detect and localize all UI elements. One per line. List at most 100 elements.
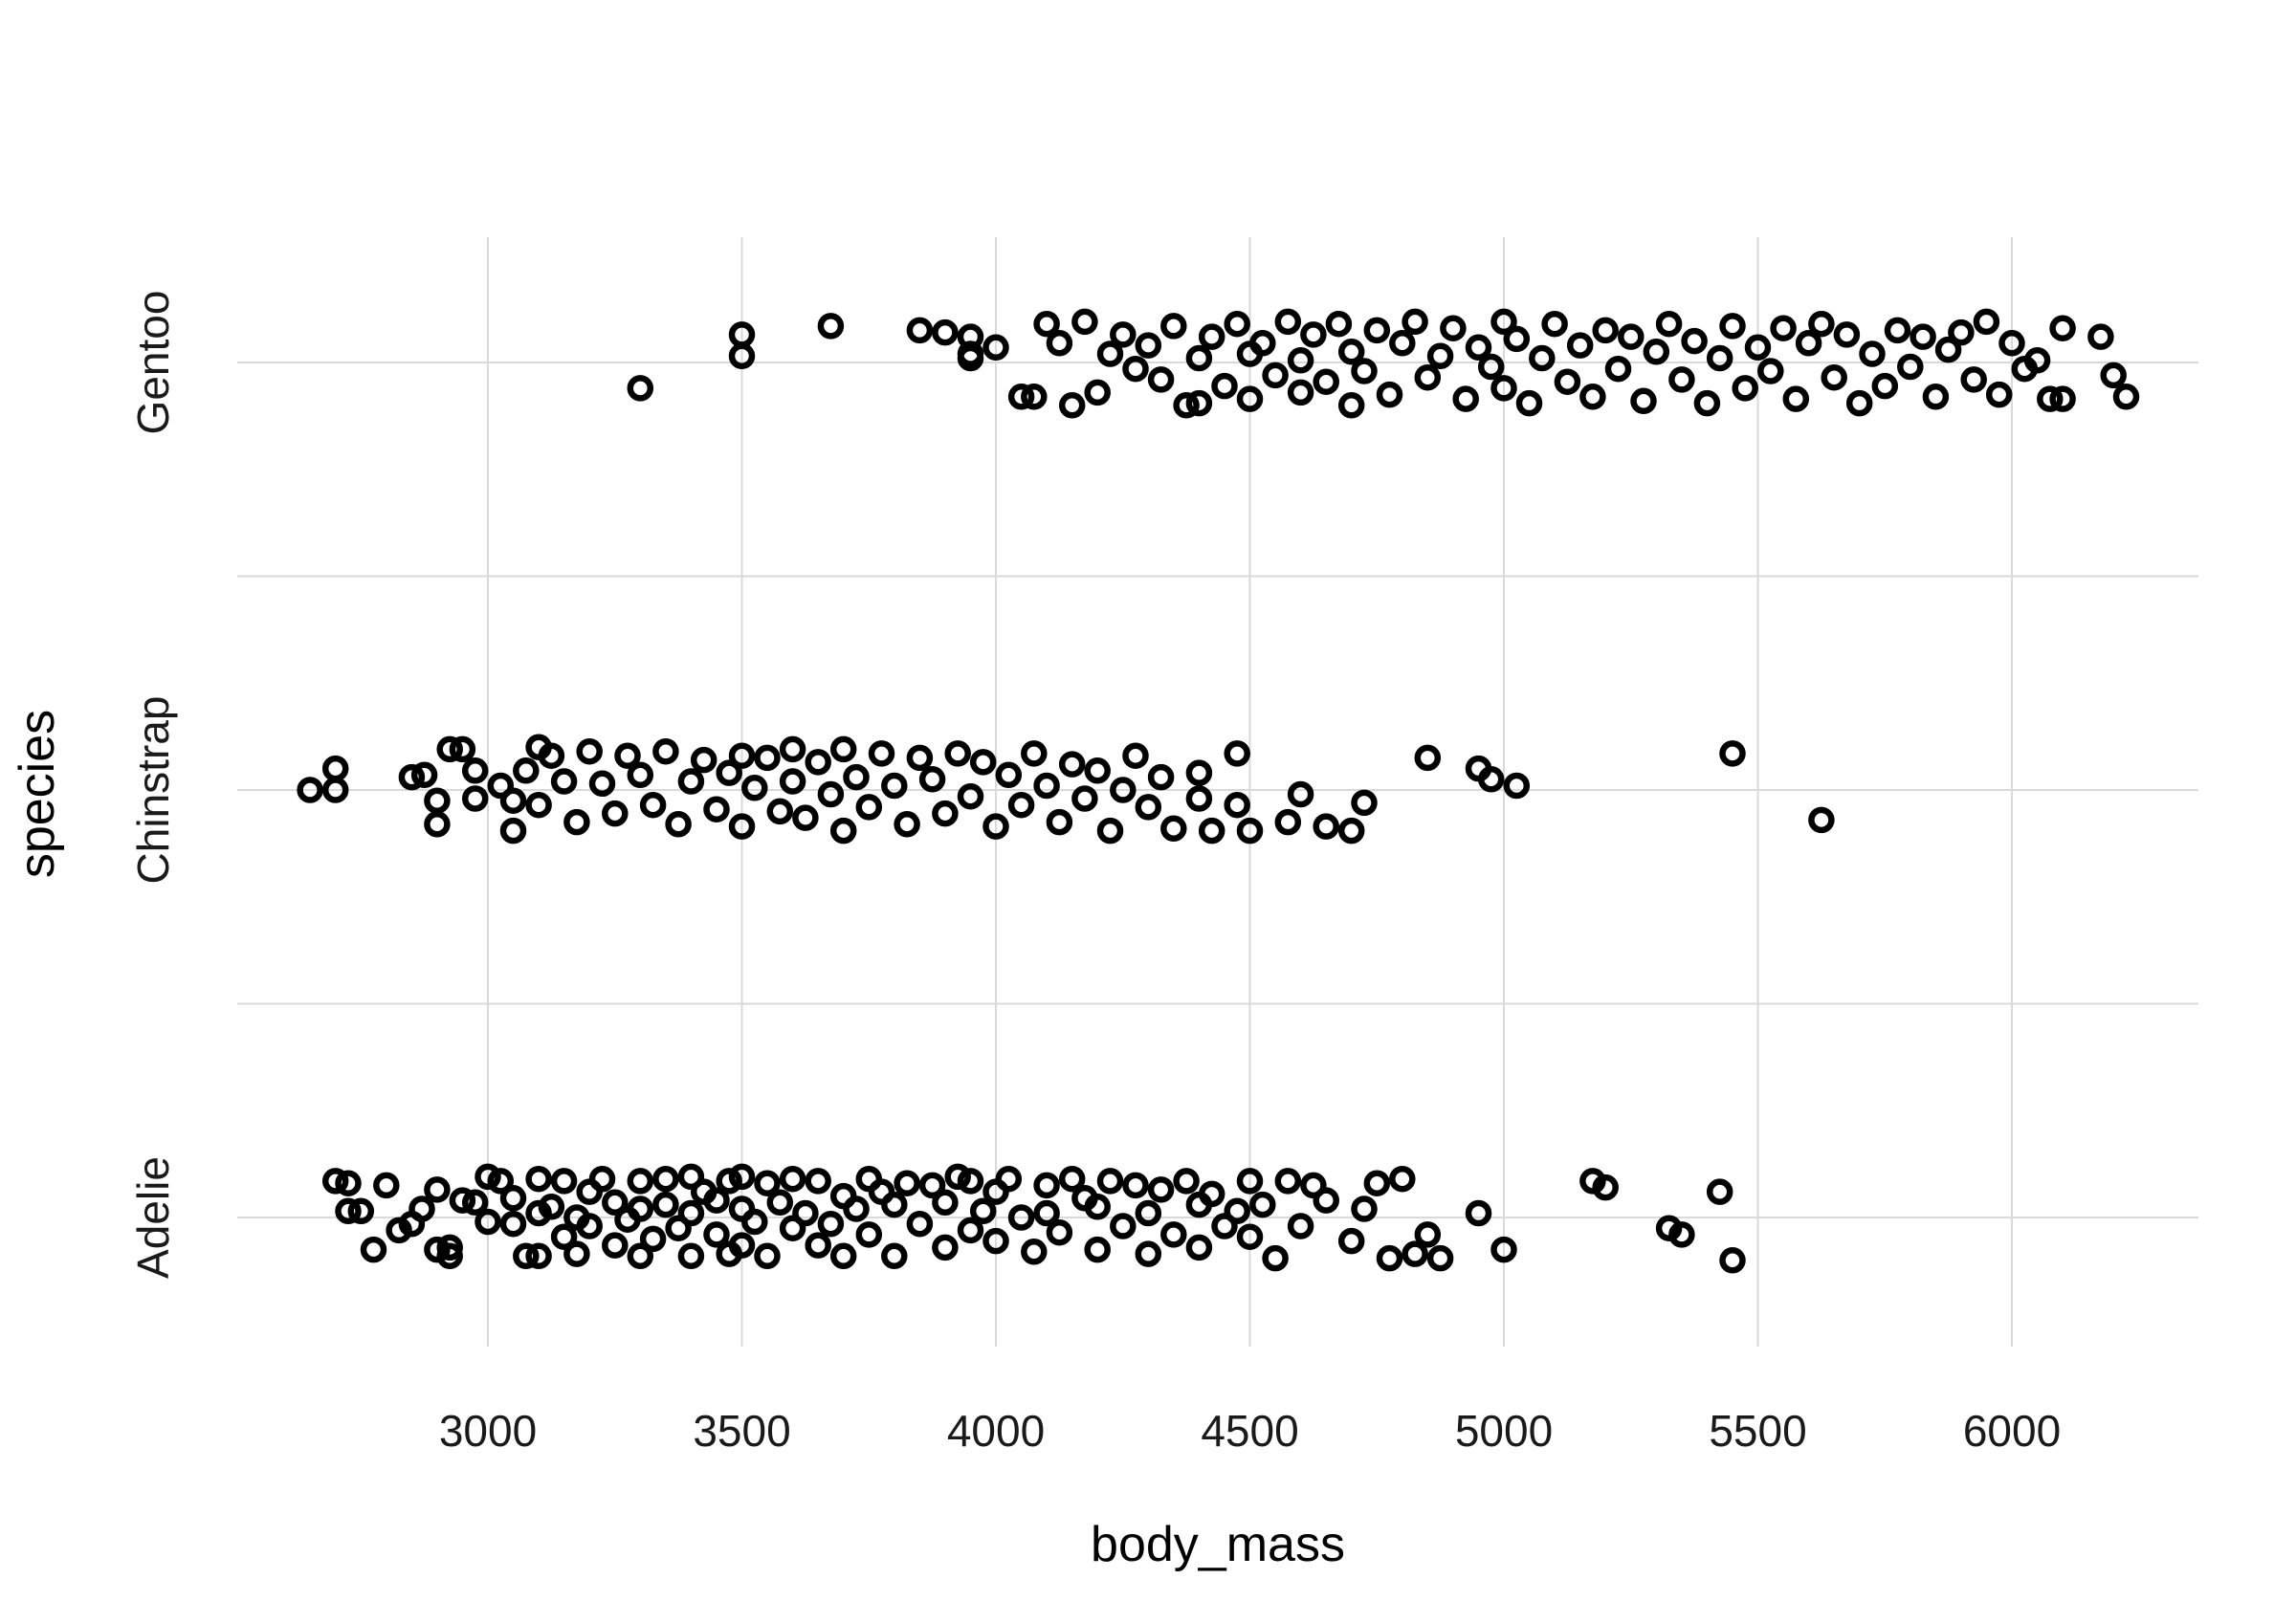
x-tick-label: 6000	[1963, 1406, 2061, 1456]
data-point-adelie	[728, 1163, 756, 1191]
data-point-adelie	[487, 1168, 515, 1195]
data-point-chinstrap	[779, 735, 806, 763]
data-point-chinstrap	[588, 770, 616, 798]
data-point-adelie	[499, 1210, 527, 1238]
data-point-chinstrap	[829, 817, 857, 844]
data-point-chinstrap	[499, 817, 527, 844]
data-point-gentoo	[1249, 330, 1276, 357]
data-point-adelie	[1706, 1178, 1733, 1205]
data-point-gentoo	[2112, 384, 2140, 410]
data-point-gentoo	[1554, 368, 1581, 395]
data-point-chinstrap	[728, 742, 756, 769]
data-point-adelie	[881, 1191, 908, 1218]
data-point-gentoo	[982, 334, 1009, 362]
data-point-gentoo	[1160, 313, 1187, 340]
data-point-chinstrap	[449, 735, 476, 763]
y-tick-label: Chinstrap	[128, 696, 178, 885]
data-point-chinstrap	[321, 777, 349, 803]
data-point-adelie	[525, 1165, 552, 1193]
data-point-gentoo	[1618, 323, 1645, 350]
data-point-adelie	[513, 1242, 540, 1270]
data-point-gentoo	[1477, 353, 1505, 381]
data-point-gentoo	[1973, 308, 2000, 336]
data-point-gentoo	[1224, 310, 1250, 338]
data-point-chinstrap	[1351, 789, 1378, 817]
data-point-chinstrap	[1236, 817, 1264, 844]
data-point-chinstrap	[602, 800, 629, 827]
data-point-chinstrap	[1719, 740, 1746, 767]
data-point-gentoo	[1515, 389, 1543, 417]
data-point-chinstrap	[690, 746, 718, 774]
data-point-chinstrap	[1007, 791, 1035, 819]
data-point-chinstrap	[614, 742, 641, 769]
data-point-gentoo	[2087, 323, 2114, 350]
data-point-gentoo	[1693, 389, 1721, 417]
data-point-gentoo	[1668, 366, 1695, 393]
data-point-gentoo	[1871, 372, 1899, 400]
y-tick-label: Adelie	[128, 1156, 178, 1279]
data-point-adelie	[1262, 1244, 1289, 1272]
data-point-adelie	[957, 1217, 984, 1244]
data-point-adelie	[652, 1165, 679, 1193]
data-point-gentoo	[1566, 332, 1594, 359]
data-point-adelie	[1033, 1172, 1060, 1199]
data-point-adelie	[1351, 1195, 1378, 1222]
data-point-adelie	[461, 1189, 489, 1217]
data-point-chinstrap	[843, 763, 870, 791]
data-point-adelie	[918, 1172, 946, 1199]
data-point-adelie	[563, 1240, 590, 1267]
data-point-chinstrap	[639, 791, 667, 819]
data-point-adelie	[906, 1210, 934, 1238]
data-point-chinstrap	[716, 759, 742, 786]
data-point-gentoo	[1325, 310, 1353, 338]
data-point-gentoo	[1287, 347, 1314, 374]
data-point-gentoo	[1337, 339, 1365, 365]
data-point-adelie	[436, 1242, 463, 1270]
data-point-gentoo	[957, 344, 984, 372]
x-axis-title: body_mass	[1091, 1517, 1345, 1572]
data-point-gentoo	[1643, 339, 1670, 365]
data-point-gentoo	[1147, 366, 1175, 393]
data-point-adelie	[1490, 1236, 1517, 1263]
data-point-adelie	[1236, 1168, 1264, 1195]
data-point-gentoo	[2023, 347, 2051, 374]
data-point-chinstrap	[424, 811, 451, 838]
data-point-chinstrap	[1147, 763, 1175, 791]
data-point-gentoo	[1490, 308, 1517, 336]
data-point-gentoo	[1821, 363, 1847, 391]
data-point-adelie	[550, 1223, 578, 1250]
data-point-gentoo	[1389, 330, 1416, 357]
data-point-gentoo	[1198, 323, 1225, 350]
data-point-chinstrap	[703, 796, 730, 822]
data-point-chinstrap	[538, 742, 565, 769]
data-point-adelie	[881, 1242, 908, 1270]
data-point-chinstrap	[1033, 772, 1060, 800]
data-point-gentoo	[1185, 344, 1213, 372]
data-point-gentoo	[1337, 392, 1365, 419]
data-point-adelie	[932, 1234, 959, 1261]
data-point-gentoo	[1402, 308, 1428, 336]
data-point-gentoo	[1795, 330, 1822, 357]
data-point-gentoo	[1236, 385, 1264, 412]
data-point-chinstrap	[461, 785, 489, 812]
data-point-adelie	[716, 1168, 742, 1195]
data-point-adelie	[741, 1208, 768, 1236]
data-point-chinstrap	[1021, 740, 1048, 767]
data-point-adelie	[1414, 1221, 1442, 1248]
data-point-chinstrap	[1224, 791, 1250, 819]
data-point-adelie	[1096, 1168, 1124, 1195]
data-point-adelie	[805, 1232, 831, 1259]
data-point-gentoo	[1782, 385, 1810, 412]
data-point-chinstrap	[652, 737, 679, 765]
data-point-gentoo	[1922, 384, 1950, 410]
data-point-adelie	[424, 1176, 451, 1203]
data-point-adelie	[1313, 1187, 1339, 1214]
data-point-adelie	[703, 1221, 730, 1248]
data-point-chinstrap	[766, 798, 794, 825]
data-point-chinstrap	[906, 744, 934, 772]
data-point-adelie	[1287, 1213, 1314, 1239]
data-point-adelie	[1173, 1168, 1200, 1195]
points-layer	[297, 308, 2140, 1274]
data-point-chinstrap	[1414, 744, 1442, 772]
data-point-adelie	[728, 1232, 756, 1259]
